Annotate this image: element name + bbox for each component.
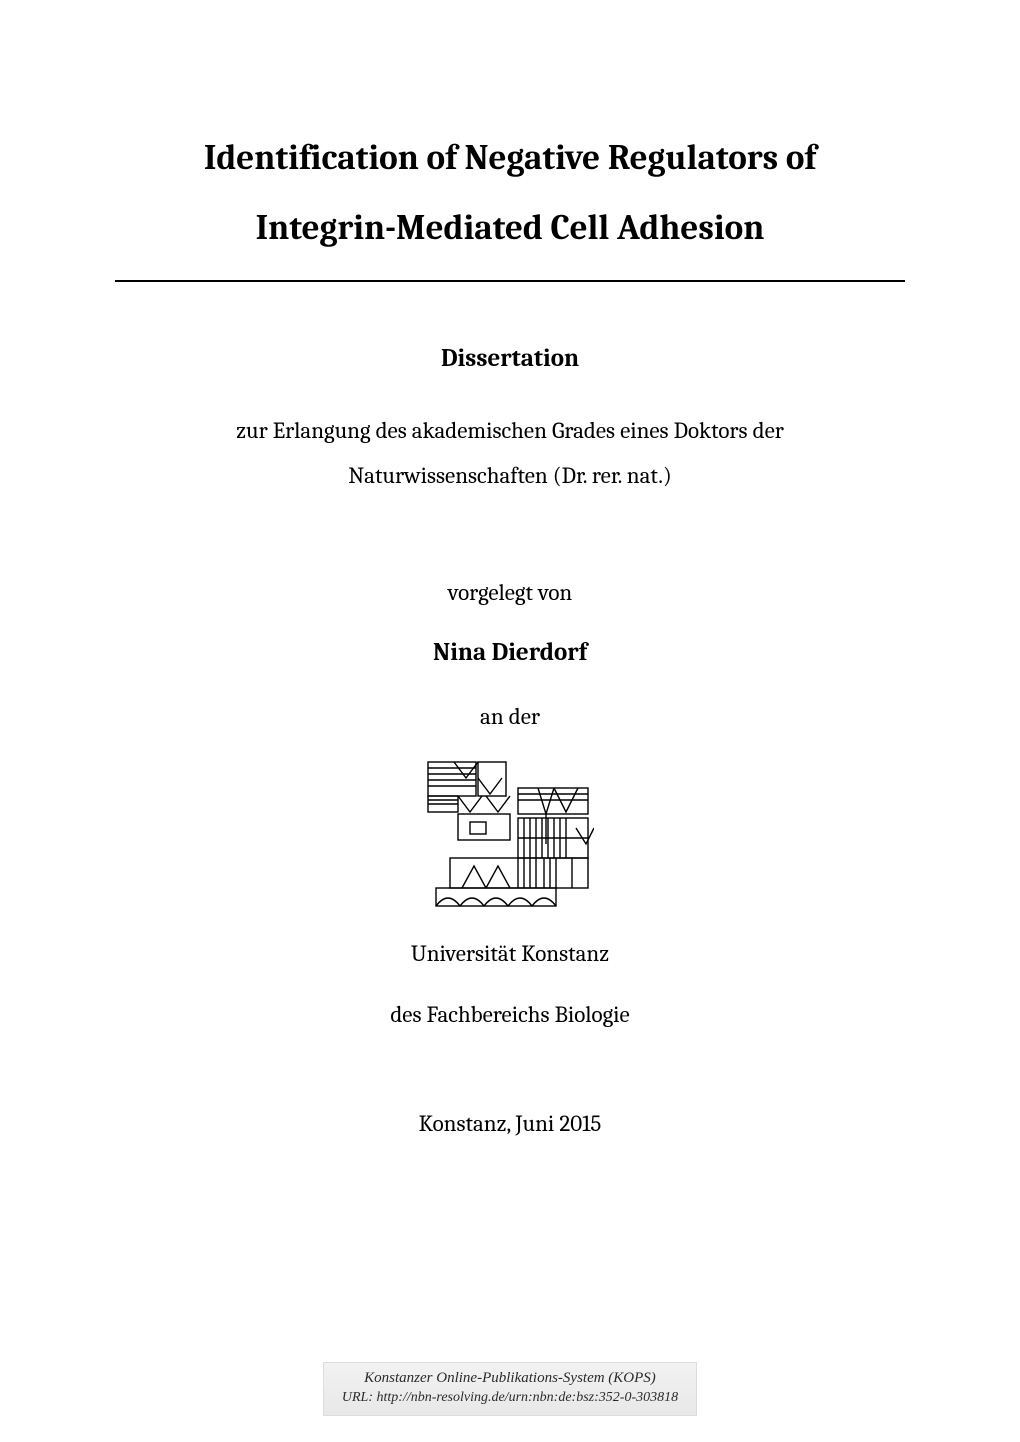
submitted-by-label: vorgelegt von [115, 579, 905, 606]
title-rule [115, 280, 905, 282]
university-name: Universität Konstanz [115, 940, 905, 967]
dissertation-label: Dissertation [115, 344, 905, 373]
main-title-line-1: Identification of Negative Regulators of [115, 130, 905, 186]
degree-statement: zur Erlangung des akademischen Grades ei… [115, 409, 905, 499]
author-name: Nina Dierdorf [115, 638, 905, 667]
kops-footer-box: Konstanzer Online-Publikations-System (K… [323, 1362, 697, 1416]
main-title-line-2: Integrin-Mediated Cell Adhesion [115, 200, 905, 256]
at-the-label: an der [115, 703, 905, 730]
kops-line-2: URL: http://nbn-resolving.de/urn:nbn:de:… [342, 1389, 678, 1407]
title-page: Identification of Negative Regulators of… [0, 0, 1020, 1137]
kops-line-1: Konstanzer Online-Publikations-System (K… [342, 1369, 678, 1389]
university-logo-wrap [115, 758, 905, 910]
city-and-date: Konstanz, Juni 2015 [115, 1110, 905, 1137]
degree-line-1: zur Erlangung des akademischen Grades ei… [115, 409, 905, 454]
degree-line-2: Naturwissenschaften (Dr. rer. nat.) [115, 454, 905, 499]
department-name: des Fachbereichs Biologie [115, 1001, 905, 1028]
kops-footer: Konstanzer Online-Publikations-System (K… [0, 1362, 1020, 1416]
university-logo-icon [426, 758, 594, 910]
